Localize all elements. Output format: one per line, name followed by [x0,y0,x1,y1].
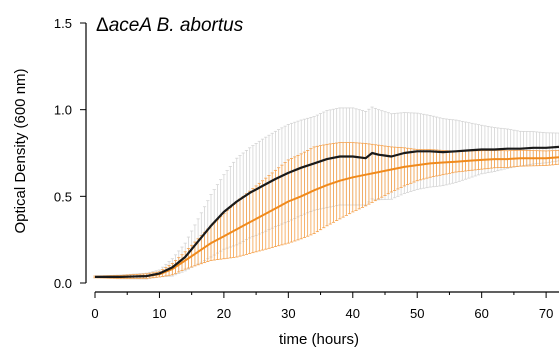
title-delta-symbol: Δ [96,15,109,36]
series-2-line [95,156,559,278]
x-axis-title: time (hours) [279,331,359,348]
y-axis-title: Optical Density (600 nm) [12,68,29,233]
title-gene-name: aceA [109,15,152,36]
x-tick-label: 60 [474,306,488,321]
y-tick-label: 0.5 [54,189,72,204]
x-tick-label: 40 [346,306,360,321]
x-tick-label: 20 [217,306,231,321]
x-tick-label: 10 [152,306,166,321]
y-tick-label: 0.0 [54,276,72,291]
series-1-line [95,145,559,278]
x-tick-label: 70 [539,306,553,321]
x-tick-label: 30 [281,306,295,321]
y-axis-ticks: 0.0 0.5 1.0 1.5 [54,16,86,291]
series-lines-layer [95,145,559,278]
series-2-error-bars [93,142,559,279]
error-bars-layer [93,106,559,280]
x-axis-ticks: 0 10 20 30 40 50 60 70 [91,292,553,321]
title-organism: B. abortus [151,15,243,36]
y-tick-label: 1.0 [54,103,72,118]
x-tick-label: 0 [91,306,98,321]
x-tick-label: 50 [410,306,424,321]
chart-title: ΔaceA B. abortus [96,15,244,36]
y-tick-label: 1.5 [54,16,72,31]
series-1-error-bars [93,106,559,280]
